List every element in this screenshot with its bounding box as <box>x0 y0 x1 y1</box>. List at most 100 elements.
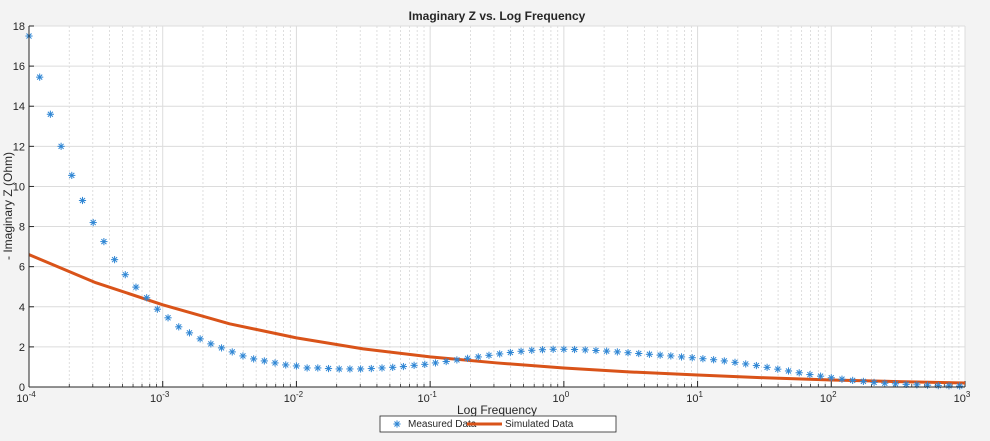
measured-data-point <box>956 382 964 390</box>
measured-data-point <box>228 348 236 356</box>
measured-data-point <box>613 348 621 356</box>
measured-data-point <box>78 196 87 205</box>
y-axis-label: - Imaginary Z (Ohm) <box>1 152 15 260</box>
y-tick-label: 16 <box>13 61 25 73</box>
measured-data-point <box>784 367 793 375</box>
measured-data-point <box>581 346 589 354</box>
legend[interactable]: Measured Data Simulated Data <box>379 415 617 433</box>
grid <box>28 25 966 388</box>
measured-data-point <box>538 346 547 354</box>
measured-data-point <box>923 381 932 389</box>
measured-data-point <box>132 283 140 291</box>
measured-data-point <box>292 362 301 370</box>
chart-title: Imaginary Z vs. Log Frequency <box>409 9 586 23</box>
measured-data-point <box>731 358 739 366</box>
measured-data-point <box>506 348 514 357</box>
measured-data-point <box>645 350 654 358</box>
measured-data-point <box>688 354 696 362</box>
x-tick-label: 10-3 <box>150 390 170 405</box>
measured-data-point <box>357 365 365 373</box>
measured-data-point <box>207 340 215 348</box>
measured-data-point <box>710 356 718 364</box>
x-tick-label: 100 <box>553 390 570 405</box>
measured-data-point <box>346 365 354 373</box>
measured-data-point <box>945 382 953 390</box>
measured-data-point <box>36 73 44 81</box>
measured-data-point <box>196 335 204 343</box>
measured-data-point <box>324 364 333 373</box>
x-tick-labels: 10-4 10-3 10-2 10-1 100 101 102 103 <box>16 390 971 405</box>
measured-data-point <box>667 352 675 360</box>
plot-area <box>29 26 965 387</box>
measured-data-point <box>46 110 54 118</box>
measured-data-point <box>624 349 632 357</box>
y-tick-labels: 0 2 4 6 8 10 12 14 16 18 <box>13 21 25 394</box>
measured-data-point <box>774 365 782 373</box>
measured-data-point <box>795 369 803 377</box>
measured-data-point <box>592 346 600 355</box>
measured-data-point <box>763 363 771 371</box>
measured-data-point <box>185 329 194 337</box>
measured-data-point <box>57 142 65 150</box>
measured-data-point <box>891 380 900 388</box>
measured-data-point <box>474 353 482 361</box>
y-tick-label: 12 <box>13 141 25 153</box>
measured-data-point <box>859 377 867 385</box>
legend-simulated-label: Simulated Data <box>505 419 574 430</box>
measured-data-point <box>528 346 536 354</box>
measured-data-point <box>367 364 375 373</box>
x-axis-label: Log Frequency <box>457 403 537 417</box>
measured-data-point <box>463 354 472 362</box>
measured-data-point <box>260 357 268 365</box>
measured-data-point <box>570 345 579 354</box>
y-tick-label: 8 <box>19 222 25 234</box>
measured-data-point <box>271 359 279 367</box>
measured-data-point <box>560 345 568 353</box>
measured-data-point <box>399 362 408 371</box>
measured-data-point <box>335 365 343 373</box>
y-tick-label: 10 <box>13 181 25 193</box>
simulated-data-line <box>28 253 966 385</box>
measured-data-point <box>110 256 119 264</box>
measured-data-point <box>806 370 814 379</box>
measured-data-point <box>164 314 172 322</box>
measured-data-point <box>68 171 76 180</box>
measured-data-point <box>720 357 728 365</box>
y-tick-label: 6 <box>19 262 25 274</box>
measured-data-point <box>635 349 643 358</box>
y-tick-label: 14 <box>13 101 25 113</box>
measured-data-point <box>153 305 161 313</box>
measured-data-point <box>699 355 707 363</box>
measured-data-point <box>282 361 290 369</box>
measured-data-point <box>250 355 258 363</box>
x-tick-label: 101 <box>686 390 703 405</box>
measured-data-point <box>934 381 942 390</box>
measured-data-point <box>485 351 493 359</box>
measured-data-point <box>838 375 846 383</box>
measured-data-point <box>143 294 151 302</box>
measured-data-point <box>849 376 857 384</box>
y-tick-label: 2 <box>19 342 25 354</box>
legend-measured-label: Measured Data <box>408 419 477 430</box>
measured-data-point <box>421 360 429 368</box>
measured-data-point <box>378 364 386 372</box>
measured-data-point <box>303 364 311 372</box>
y-tick-label: 18 <box>13 21 25 33</box>
legend-measured-marker <box>393 420 401 428</box>
measured-data-point <box>881 379 889 387</box>
measured-data-point <box>517 347 525 355</box>
measured-data-point <box>453 356 461 364</box>
x-tick-label: 10-4 <box>16 390 36 405</box>
measured-data-point <box>410 361 418 369</box>
simulated-data-series <box>28 253 966 385</box>
measured-data-point <box>314 364 322 372</box>
x-tick-label: 10-1 <box>417 390 437 405</box>
measured-data-point <box>816 372 825 380</box>
axes <box>28 26 965 388</box>
measured-data-point <box>89 218 97 227</box>
measured-data-point <box>742 360 750 368</box>
measured-data-point <box>549 345 557 353</box>
measured-data-point <box>442 357 450 366</box>
measured-data-point <box>870 378 878 386</box>
